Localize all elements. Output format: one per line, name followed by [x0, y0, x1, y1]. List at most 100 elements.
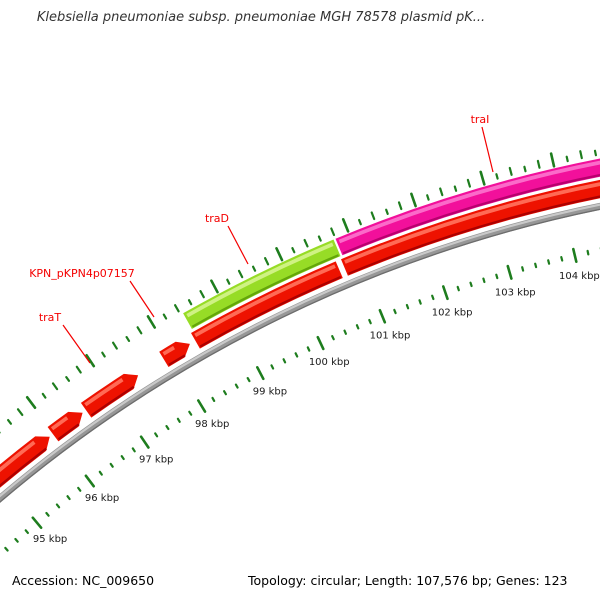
ruler-labels: 95 kbp 96 kbp 97 kbp 98 kbp 99 kbp 100 kbp 101… [33, 271, 600, 545]
major-tick-inner [197, 399, 207, 413]
gene-feature-shadow [57, 423, 80, 441]
minor-tick-inner [109, 462, 114, 468]
major-tick-outer [549, 152, 556, 168]
minor-tick-inner [368, 318, 372, 325]
minor-tick-inner [211, 396, 216, 402]
tick-label: 99 kbp [253, 387, 287, 398]
minor-tick-outer [453, 185, 458, 192]
label-leader-line [129, 280, 155, 318]
gene-features [0, 158, 600, 488]
major-tick-inner [255, 365, 265, 381]
backbone-arc [0, 202, 600, 503]
minor-tick-inner [469, 281, 473, 288]
label-leader-line [62, 324, 91, 364]
minor-tick-inner [246, 377, 251, 383]
minor-tick-inner [14, 537, 19, 543]
gene-feature-traD-shadow [191, 254, 339, 328]
minor-tick-inner [77, 486, 82, 492]
major-tick-inner [139, 435, 150, 449]
major-tick-outer [146, 315, 156, 329]
major-tick-inner [571, 247, 578, 264]
minor-tick-inner [521, 266, 525, 272]
minor-tick-inner [482, 277, 486, 284]
minor-tick-outer [16, 408, 24, 416]
minor-tick-inner [495, 273, 499, 280]
gene-label-traD[interactable]: traD [205, 212, 229, 225]
minor-tick-outer [495, 173, 499, 180]
minor-tick-inner [188, 410, 193, 416]
tick-label: 103 kbp [495, 288, 536, 299]
major-tick-outer [479, 170, 486, 186]
minor-tick-outer [358, 218, 362, 226]
gene-label-traT[interactable]: traT [39, 311, 62, 324]
minor-tick-inner [176, 417, 181, 423]
minor-tick-inner [331, 335, 335, 341]
minor-tick-outer [466, 178, 471, 188]
gene-feature-traD-highlight [186, 242, 334, 318]
minor-tick-inner [405, 303, 410, 310]
minor-tick-outer [385, 208, 389, 215]
major-tick-inner [441, 285, 449, 301]
gene-label-KPN_pKPN4p07157[interactable]: KPN_pKPN4p07157 [29, 267, 135, 280]
major-tick-outer [341, 218, 350, 233]
minor-tick-outer [330, 227, 336, 237]
minor-tick-inner [45, 511, 50, 517]
tick-label: 102 kbp [432, 308, 473, 319]
minor-tick-inner [355, 324, 360, 330]
minor-tick-inner [120, 455, 125, 461]
major-tick-inner [378, 308, 387, 324]
minor-tick-inner [165, 425, 170, 431]
minor-tick-outer [162, 313, 168, 320]
major-tick-inner [316, 335, 325, 351]
minor-tick-outer [426, 194, 430, 201]
minor-tick-outer [303, 238, 309, 248]
gene-callouts: traI traD KPN_pKPN4p07157 traT [29, 113, 494, 364]
minor-tick-inner [4, 546, 9, 552]
map-title: Klebsiella pneumoniae subsp. pneumoniae … [36, 10, 486, 25]
major-tick-inner [84, 474, 95, 488]
major-tick-outer [275, 247, 284, 262]
backbone-shadow [0, 208, 600, 504]
gene-feature[interactable] [191, 261, 343, 349]
minor-tick-outer [397, 201, 403, 211]
minor-tick-outer [51, 382, 59, 391]
gene-feature-shadow [199, 275, 342, 348]
minor-tick-outer [237, 269, 244, 279]
gene-feature[interactable] [47, 411, 83, 442]
gene-feature-KPN_pKPN4p07157-shadow [168, 354, 186, 366]
minor-tick-outer [536, 159, 541, 169]
gene-feature-KPN_pKPN4p07157[interactable] [159, 341, 190, 367]
gene-feature-traT[interactable] [80, 373, 139, 418]
label-leader-line [227, 225, 249, 265]
minor-tick-inner [270, 364, 275, 370]
gene-label-traI[interactable]: traI [471, 113, 490, 126]
tick-label: 95 kbp [33, 534, 67, 545]
gene-feature-traD[interactable] [183, 239, 341, 330]
minor-tick-outer [593, 149, 598, 157]
topology-text: Topology: circular; Length: 107,576 bp; … [248, 573, 568, 588]
tick-label: 98 kbp [195, 419, 229, 430]
minor-tick-inner [234, 383, 239, 389]
minor-tick-outer [174, 304, 180, 313]
minor-tick-inner [66, 495, 71, 501]
minor-tick-outer [439, 187, 444, 197]
major-tick-outer [210, 279, 219, 294]
minor-tick-inner [343, 329, 347, 335]
minor-tick-outer [41, 392, 47, 399]
gene-feature-highlight [0, 440, 36, 473]
minor-tick-outer [523, 165, 527, 173]
major-tick-outer [25, 395, 37, 410]
minor-tick-outer [252, 265, 257, 272]
minor-tick-inner [456, 285, 460, 292]
minor-tick-outer [579, 150, 583, 160]
minor-tick-outer [199, 290, 205, 299]
minor-tick-outer [317, 235, 322, 242]
status-bar: Accession: NC_009650 Topology: circular;… [0, 573, 600, 593]
tick-label: 97 kbp [139, 455, 173, 466]
minor-tick-outer [136, 326, 143, 335]
gene-feature-shadow [0, 447, 47, 488]
minor-tick-inner [55, 503, 61, 509]
gene-feature-highlight [50, 416, 69, 431]
minor-tick-inner [282, 358, 287, 364]
